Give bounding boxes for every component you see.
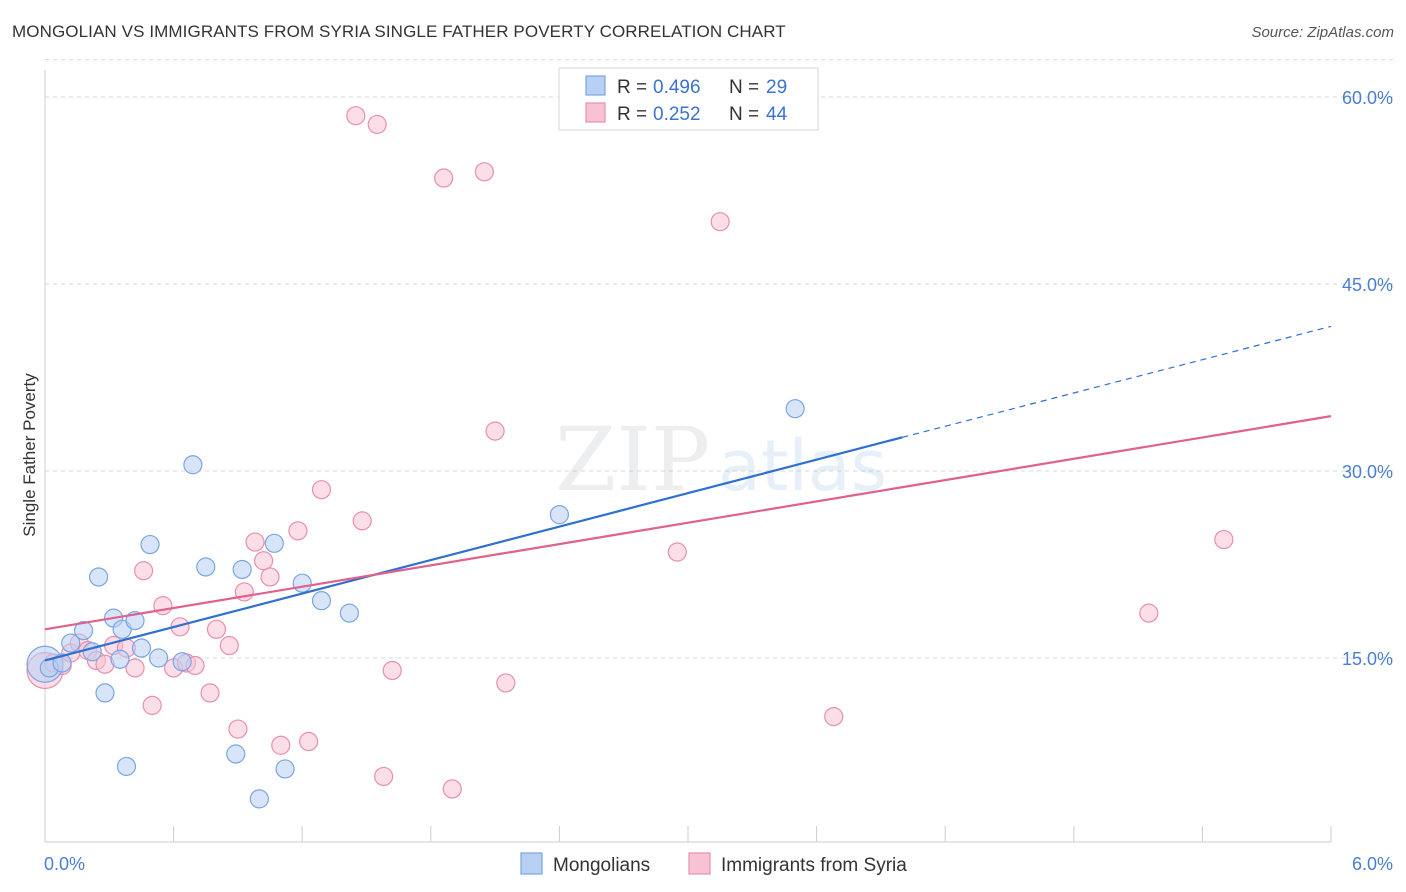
syria-point-37: [474, 162, 494, 182]
syria-point-19: [206, 619, 227, 639]
legend-n-label-2: N =: [729, 104, 759, 125]
trend-line-syria: [44, 415, 1332, 631]
watermark-zip: ZIP: [555, 408, 710, 511]
mongolians-point-3: [61, 633, 81, 653]
y-tick-label-0: 15.0%: [1342, 649, 1393, 669]
mongolians-point-7: [95, 683, 115, 703]
mongolians-point-11: [116, 756, 137, 777]
syria-point-18: [200, 683, 220, 703]
syria-point-38: [485, 421, 505, 441]
syria-point-27: [288, 521, 308, 541]
legend-n-value-1: 29: [766, 77, 787, 98]
mongolians-point-22: [264, 533, 284, 553]
syria-point-42: [824, 706, 844, 727]
chart-title: MONGOLIAN VS IMMIGRANTS FROM SYRIA SINGL…: [12, 22, 786, 41]
syria-point-25: [260, 567, 280, 587]
mongolians-point-25: [311, 591, 332, 611]
syria-point-36: [442, 779, 462, 799]
y-tick-label-1: 30.0%: [1342, 462, 1393, 482]
mongolians-point-19: [226, 744, 246, 764]
mongolians-point-6: [88, 567, 109, 587]
mongolians-point-13: [131, 638, 152, 658]
legend-r-value-1: 0.496: [653, 77, 701, 98]
syria-point-11: [133, 561, 154, 581]
syria-point-21: [228, 719, 248, 739]
mongolians-point-20: [232, 559, 252, 580]
trend-lines: [44, 325, 1332, 662]
syria-point-43: [1139, 603, 1159, 623]
syria-point-41: [710, 212, 730, 232]
legend-n-label-1: N =: [729, 77, 759, 98]
mongolians-point-24: [292, 573, 312, 593]
mongolians-point-27: [549, 505, 570, 525]
x-tick-label-0: 0.0%: [44, 854, 85, 874]
legend-n-value-2: 44: [766, 104, 788, 125]
mongolians-point-28: [785, 399, 805, 419]
mongolians-point-14: [140, 534, 160, 555]
x-tick-labels: 0.0% 6.0%: [44, 854, 1393, 874]
syria-point-31: [352, 511, 372, 531]
bottom-legend-syria: Immigrants from Syria: [721, 855, 907, 876]
syria-point-24: [254, 551, 274, 571]
mongolians-point-2: [52, 653, 72, 673]
syria-point-30: [346, 106, 366, 126]
mongolians-point-9: [110, 649, 130, 669]
source-label: Source: ZipAtlas.com: [1251, 24, 1394, 41]
bottom-legend-mongolians: Mongolians: [553, 855, 650, 876]
mongolians-point-17: [183, 455, 203, 475]
syria-point-34: [382, 660, 402, 681]
syria-point-10: [125, 658, 145, 678]
mongolians-point-16: [172, 652, 192, 672]
mongolians-point-15: [148, 648, 169, 668]
syria-point-33: [374, 766, 394, 787]
syria-point-23: [245, 532, 265, 552]
syria-point-29: [311, 480, 332, 500]
mongolians-point-21: [249, 789, 269, 809]
mongolians-point-23: [275, 759, 295, 779]
legend-swatch-blue: [585, 75, 606, 96]
bottom-legend-swatch-syria: [688, 852, 711, 875]
axes: [44, 70, 1332, 843]
legend-r-value-2: 0.252: [653, 104, 701, 125]
mongolians-point-26: [339, 603, 359, 623]
legend-swatch-pink: [585, 102, 606, 123]
x-tick-label-1: 6.0%: [1352, 854, 1393, 874]
trend-line-mongolians-extrapolated: [902, 325, 1332, 438]
trend-line-mongolians: [44, 436, 903, 662]
syria-point-32: [367, 114, 387, 135]
mongolians-point-4: [73, 620, 94, 641]
y-tick-labels: 15.0% 30.0% 45.0% 60.0%: [1342, 88, 1393, 669]
syria-point-40: [667, 542, 687, 562]
syria-point-28: [299, 731, 319, 752]
bottom-legend: Mongolians Immigrants from Syria: [520, 852, 907, 876]
syria-point-12: [142, 695, 162, 715]
syria-point-39: [496, 673, 516, 693]
syria-point-35: [434, 168, 454, 188]
y-axis-label: Single Father Poverty: [20, 373, 39, 537]
syria-point-26: [271, 735, 291, 755]
legend-box: R = 0.496 N = 29 R = 0.252 N = 44: [558, 67, 819, 131]
bottom-legend-swatch-mongolians: [520, 852, 543, 875]
y-tick-label-2: 45.0%: [1342, 275, 1393, 295]
watermark: ZIP atlas: [555, 408, 887, 511]
series-mongolians: [26, 399, 805, 809]
legend-r-label-1: R =: [617, 77, 647, 98]
mongolians-point-18: [196, 557, 216, 577]
syria-point-44: [1214, 529, 1234, 550]
legend-r-label-2: R =: [617, 104, 647, 125]
syria-point-20: [219, 635, 239, 656]
y-tick-label-3: 60.0%: [1342, 88, 1393, 108]
